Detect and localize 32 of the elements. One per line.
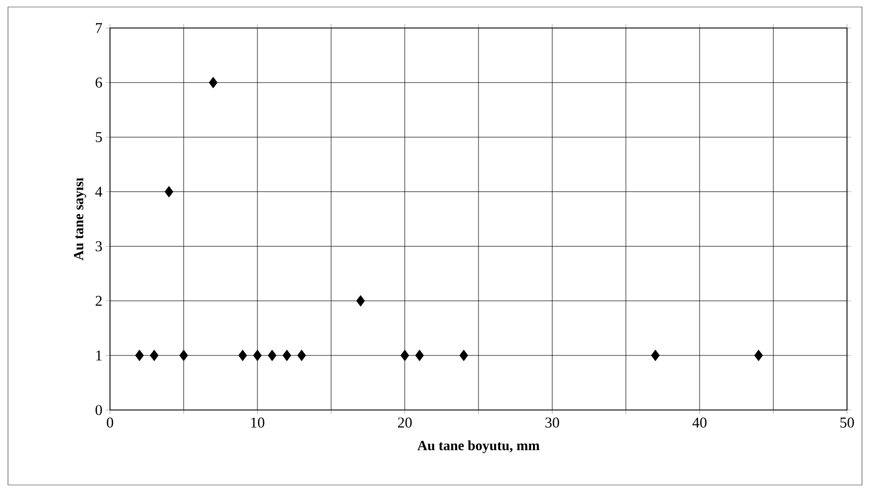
x-tick-label: 50 [840,418,854,428]
point [459,350,468,362]
x-tick-label: 20 [398,418,412,428]
point [268,350,276,362]
point [754,350,763,362]
x-tick-label: 40 [692,418,707,428]
point [150,350,159,362]
x-tick-label: 10 [251,418,264,428]
point [179,350,188,362]
point [253,350,262,362]
y-tick-label: 2 [96,296,102,306]
y-tick-label: 3 [96,241,102,252]
point [238,350,247,362]
point [400,350,410,362]
y-tick-label: 7 [96,23,102,33]
point [208,76,218,88]
point [297,350,306,362]
point [164,186,174,198]
y-tick-label: 0 [96,404,102,416]
x-tick-label: 30 [545,418,560,428]
point [415,350,424,362]
point [651,350,660,362]
point [282,350,292,362]
x-axis-title: Au tane boyutu, mm [417,440,540,454]
y-tick-label: 5 [96,132,102,142]
point [356,295,365,307]
y-tick-label: 1 [96,350,102,360]
y-tick-label: 4 [95,186,102,197]
x-tick-label: 0 [106,418,114,428]
y-tick-label: 6 [96,78,102,88]
point [135,350,144,362]
y-axis-title: Au tane sayısı [74,178,86,260]
